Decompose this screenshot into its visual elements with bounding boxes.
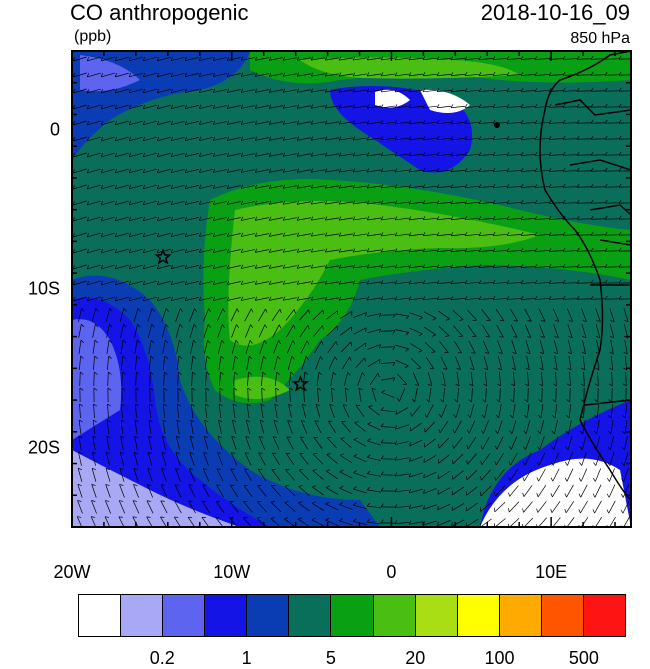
colorbar-box	[458, 595, 500, 636]
colorbar-box	[331, 595, 373, 636]
colorbar-label: 20	[405, 648, 425, 669]
island-bioko	[494, 122, 500, 128]
colorbar-label: 1	[242, 648, 252, 669]
wind-barb-flag	[494, 508, 495, 512]
lon-label: 10E	[535, 562, 567, 583]
colorbar-box	[416, 595, 458, 636]
lat-label: 0	[50, 120, 60, 141]
colorbar-box	[121, 595, 163, 636]
lon-label: 20W	[53, 562, 90, 583]
colorbar-box	[374, 595, 416, 636]
colorbar-box	[163, 595, 205, 636]
lon-label: 0	[386, 562, 396, 583]
colorbar-box	[584, 595, 625, 636]
colorbar-box	[79, 595, 121, 636]
colorbar-label: 5	[326, 648, 336, 669]
lon-label: 10W	[213, 562, 250, 583]
colorbar-box	[205, 595, 247, 636]
colorbar	[78, 594, 626, 637]
lat-label: 20S	[28, 437, 60, 458]
colorbar-box	[500, 595, 542, 636]
colorbar-label: 0.2	[150, 648, 175, 669]
colorbar-box	[542, 595, 584, 636]
lat-label: 10S	[28, 279, 60, 300]
colorbar-box	[247, 595, 289, 636]
colorbar-label: 500	[569, 648, 599, 669]
colorbar-box	[289, 595, 331, 636]
colorbar-label: 100	[485, 648, 515, 669]
